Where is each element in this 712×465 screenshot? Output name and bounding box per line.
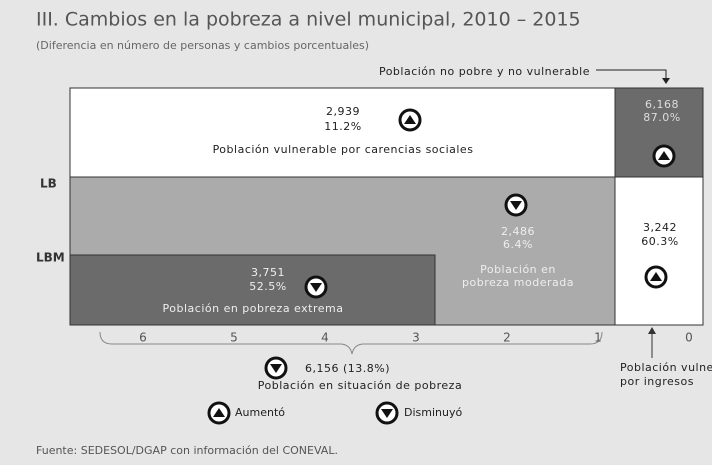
percent: 60.3% xyxy=(641,235,678,248)
icon-down xyxy=(504,193,528,217)
icon-triangle xyxy=(650,272,662,281)
label-line: Población vulnerable xyxy=(620,361,712,374)
number: 3,242 xyxy=(643,221,677,234)
legend-label: Aumentó xyxy=(235,406,285,419)
icon-up xyxy=(644,265,668,289)
title: III. Cambios en la pobreza a nivel munic… xyxy=(36,9,581,31)
region-label: Población en pobreza extrema xyxy=(163,302,344,315)
percent: 6.4% xyxy=(503,238,533,251)
icon-up xyxy=(652,144,676,168)
label-line: pobreza moderada xyxy=(462,276,574,289)
region-label: Población en pobreza moderada xyxy=(462,263,574,289)
subtitle: (Diferencia en número de personas y camb… xyxy=(36,39,369,52)
source: Fuente: SEDESOL/DGAP con información del… xyxy=(36,444,338,457)
pobreza-total-value: 6,156 (13.8%) xyxy=(305,362,390,375)
arrow xyxy=(596,69,667,80)
icon-triangle xyxy=(381,409,393,418)
region-pobreza-extrema xyxy=(69,254,436,326)
region-vulnerable-ingresos xyxy=(614,176,704,326)
percent: 52.5% xyxy=(249,280,286,293)
percent: 87.0% xyxy=(643,111,680,124)
icon-down xyxy=(264,356,288,380)
icon-triangle xyxy=(310,283,322,292)
icon-down xyxy=(304,275,328,299)
arrowhead xyxy=(648,327,656,334)
x-label: 5 xyxy=(230,331,238,345)
top-label: Población no pobre y no vulnerable xyxy=(379,65,590,78)
icon-triangle xyxy=(658,151,670,160)
region-vulnerable-carencias xyxy=(69,87,616,178)
icon-up xyxy=(207,401,231,425)
region-label: Población vulnerable por carencias socia… xyxy=(213,143,474,156)
y-label: LBM xyxy=(36,251,65,265)
icon-triangle xyxy=(404,115,416,124)
number: 2,486 xyxy=(501,225,535,238)
x-label: 1 xyxy=(594,331,602,345)
number: 6,168 xyxy=(645,98,679,111)
label-line: Población en xyxy=(480,263,556,276)
x-label: 2 xyxy=(503,331,511,345)
legend-label: Disminuyó xyxy=(404,406,462,419)
icon-triangle xyxy=(213,408,225,417)
x-label: 0 xyxy=(685,331,693,345)
number: 3,751 xyxy=(251,266,285,279)
x-label: 3 xyxy=(412,331,420,345)
arrowhead xyxy=(662,78,670,84)
x-label: 6 xyxy=(139,331,147,345)
icon-triangle xyxy=(270,364,282,373)
y-label: LB xyxy=(40,177,57,191)
x-label: 4 xyxy=(321,331,329,345)
icon-down xyxy=(375,401,399,425)
brace xyxy=(99,331,603,355)
label-line: por ingresos xyxy=(620,375,694,388)
icon-triangle xyxy=(510,201,522,210)
number: 2,939 xyxy=(326,105,360,118)
percent: 11.2% xyxy=(324,120,361,133)
pobreza-total-label: Población en situación de pobreza xyxy=(258,379,462,392)
icon-up xyxy=(398,108,422,132)
